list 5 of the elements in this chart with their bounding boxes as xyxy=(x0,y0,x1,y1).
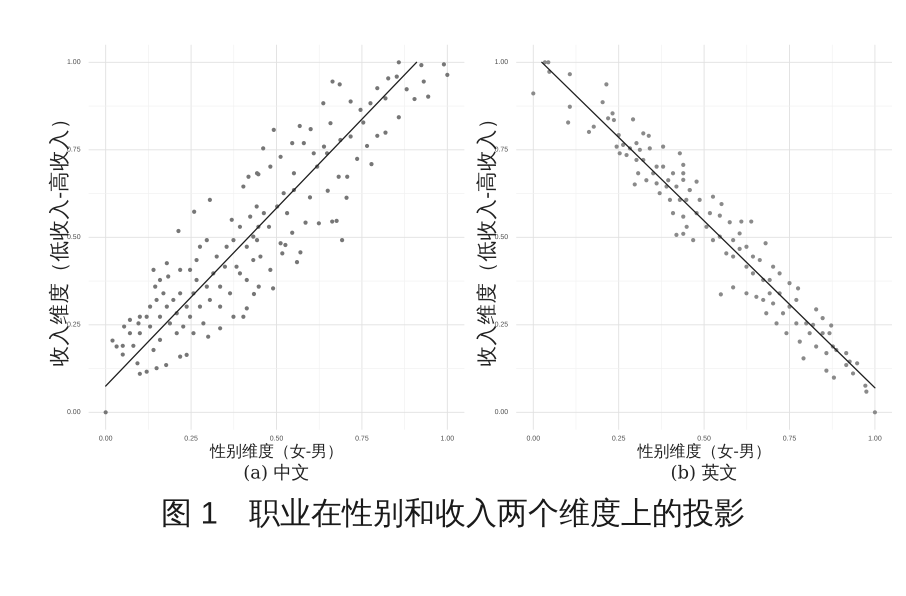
x-axis-title: 性别维度（女-男） xyxy=(636,441,771,460)
text: (b) 英文 xyxy=(670,462,738,484)
x-axis-title: 性别维度（女-男） xyxy=(208,441,344,460)
text: (a) 中文 xyxy=(243,462,310,484)
caption: 图 1 职业在性别和收入两个维度上的投影 xyxy=(161,496,745,530)
